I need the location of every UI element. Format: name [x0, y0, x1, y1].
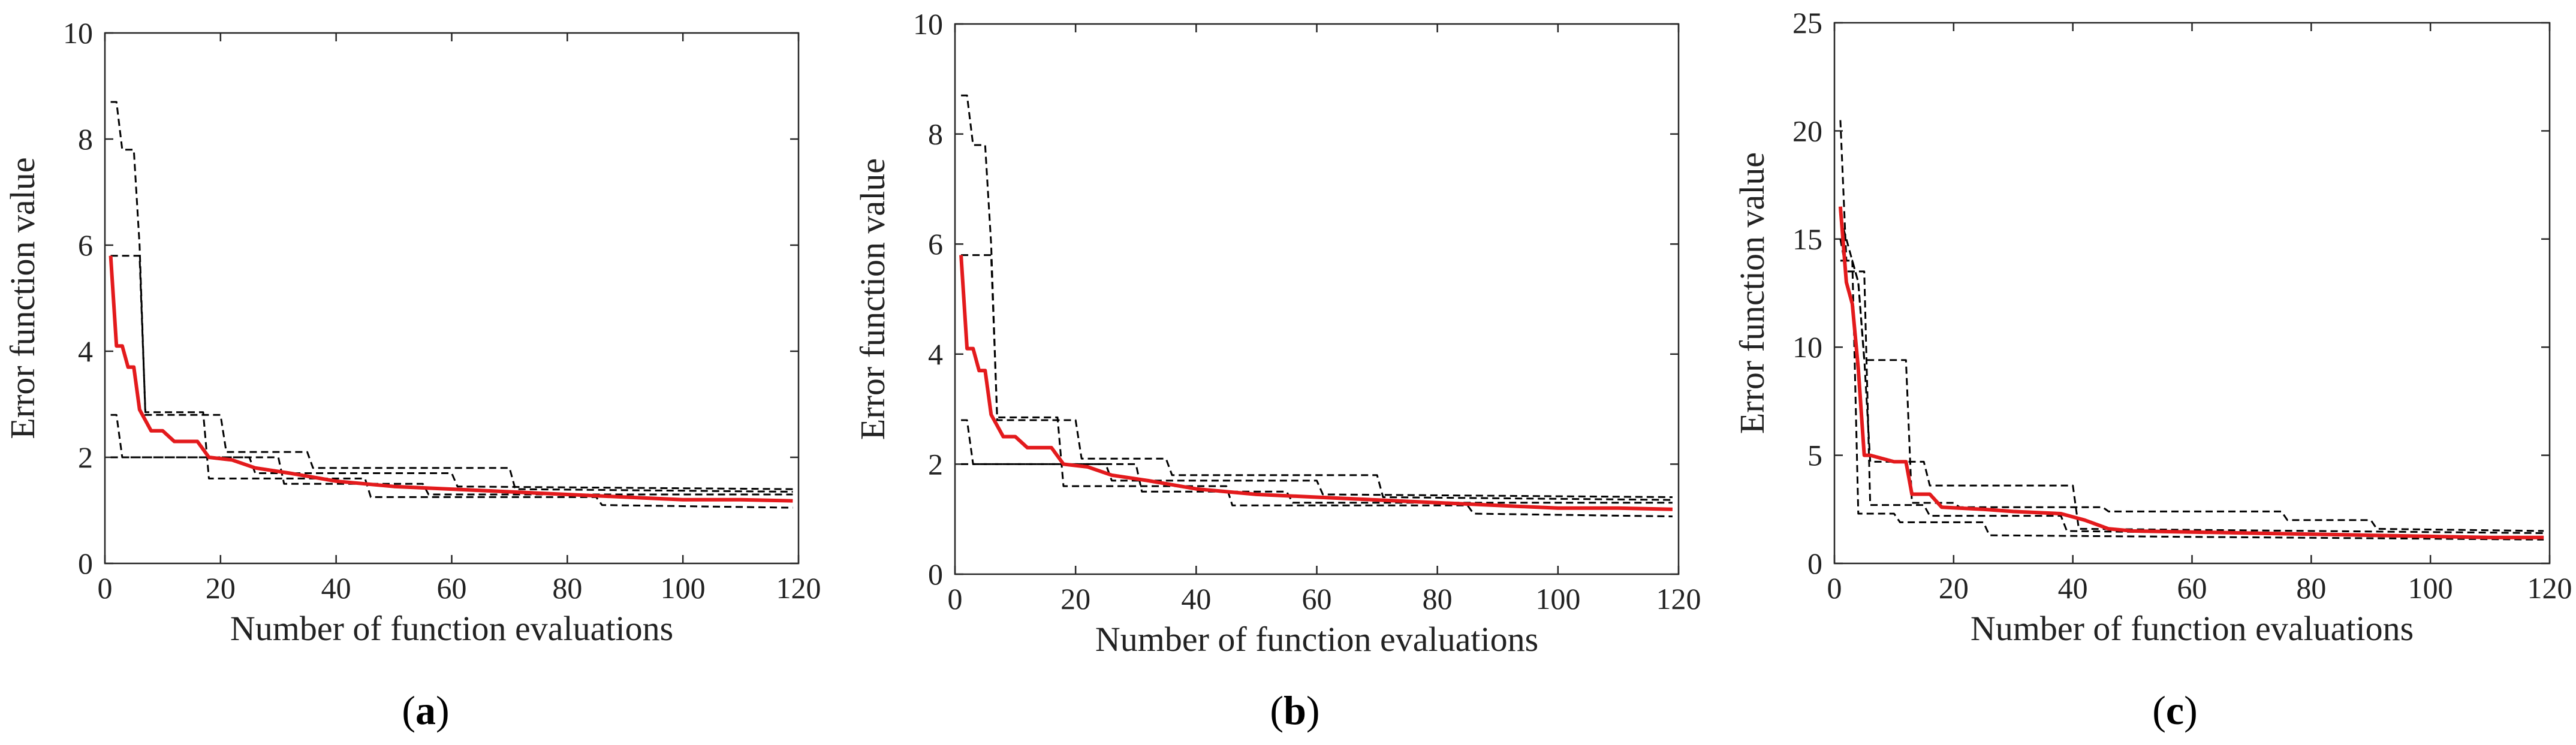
x-tick-label: 0: [948, 582, 963, 616]
panel-caption: (a): [402, 687, 449, 733]
x-tick-label: 120: [776, 571, 821, 605]
series-line-run-1: [961, 94, 1673, 501]
y-tick-label: 10: [913, 7, 943, 41]
y-tick-label: 25: [1792, 6, 1822, 40]
x-tick-label: 20: [1060, 582, 1090, 616]
x-tick-label: 0: [98, 571, 113, 605]
x-tick-label: 120: [2527, 571, 2572, 605]
y-tick-label: 0: [78, 547, 93, 580]
y-tick-label: 5: [1807, 439, 1822, 472]
series-line-mean: [109, 255, 793, 503]
chart-panel-b: 0 20 40 60 80 100 120 0 2 4 6 8 10 Number of function…: [853, 7, 1701, 733]
series-line-run-4: [1840, 260, 2544, 541]
panel-caption: (b): [1270, 687, 1319, 733]
plot-area-frame: [954, 23, 1680, 575]
x-tick-label: 80: [2296, 571, 2326, 605]
series-line-run-3: [961, 419, 1673, 504]
y-tick-label: 6: [78, 228, 93, 262]
y-tick-label: 0: [928, 557, 943, 591]
series-line-run-3: [1839, 239, 2544, 539]
y-tick-label: 8: [928, 117, 943, 151]
series-line-run-1: [110, 101, 793, 493]
y-tick-label: 6: [928, 227, 943, 261]
panel-caption-letter: c: [2166, 687, 2184, 733]
series-line-run-2: [1839, 217, 2544, 532]
x-tick-label: 60: [437, 571, 467, 605]
series-line-run-1: [1839, 120, 2544, 534]
chart-panel-c: 0 20 40 60 80 100 120 0 5 10 15 20 25 Number of funct…: [1733, 6, 2572, 733]
y-axis-label: Error function value: [853, 158, 892, 440]
x-tick-label: 0: [1827, 571, 1842, 605]
x-tick-label: 100: [2408, 571, 2453, 605]
series-line-run-4: [110, 456, 793, 490]
y-tick-label: 8: [78, 122, 93, 156]
y-tick-label: 20: [1792, 114, 1822, 147]
x-axis-label: Number of function evaluations: [230, 609, 673, 648]
series-line-mean: [1838, 206, 2544, 539]
y-tick-label: 10: [1792, 330, 1822, 364]
x-tick-label: 40: [321, 571, 351, 605]
panel-caption: (c): [2152, 687, 2198, 733]
plot-area-frame: [1833, 22, 2551, 565]
x-tick-label: 60: [2177, 571, 2207, 605]
x-tick-label: 20: [1939, 571, 1969, 605]
y-tick-label: 15: [1792, 222, 1822, 256]
x-axis-label: Number of function evaluations: [1971, 609, 2414, 648]
y-tick-label: 0: [1807, 547, 1822, 580]
y-tick-label: 2: [928, 447, 943, 481]
x-tick-label: 20: [206, 571, 236, 605]
series-line-run-3: [110, 414, 793, 496]
y-tick-label: 10: [63, 16, 93, 50]
x-tick-label: 80: [552, 571, 582, 605]
y-tick-label: 2: [78, 441, 93, 474]
series-line-run-2: [110, 255, 793, 509]
series-line-run-2: [961, 254, 1673, 518]
y-tick-label: 4: [928, 337, 943, 371]
x-tick-label: 40: [2058, 571, 2088, 605]
x-tick-label: 100: [661, 571, 706, 605]
y-axis-label: Error function value: [3, 157, 42, 439]
panel-caption-letter: b: [1284, 687, 1306, 733]
x-tick-label: 100: [1535, 582, 1580, 616]
chart-panel-a: 0 20 40 60 80 100 120 0 2 4 6 8 10 Number of function…: [3, 16, 821, 733]
series-line-mean: [959, 255, 1673, 511]
x-tick-label: 120: [1656, 582, 1701, 616]
x-tick-label: 60: [1302, 582, 1332, 616]
panel-caption-letter: a: [415, 687, 436, 733]
plot-area-frame: [104, 32, 800, 565]
y-tick-label: 4: [78, 334, 93, 368]
series-line-run-4: [961, 463, 1673, 498]
x-axis-label: Number of function evaluations: [1095, 620, 1538, 659]
y-axis-label: Error function value: [1733, 152, 1771, 434]
x-tick-label: 80: [1423, 582, 1453, 616]
x-tick-label: 40: [1181, 582, 1211, 616]
